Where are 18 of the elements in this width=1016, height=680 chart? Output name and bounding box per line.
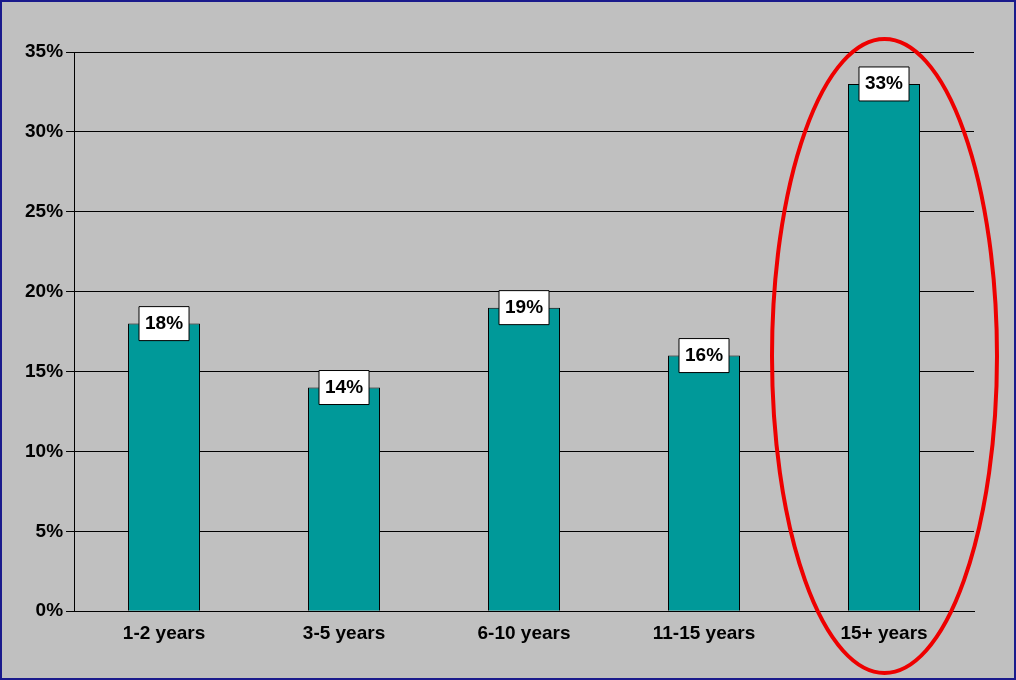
y-tick-label: 20% <box>25 279 64 301</box>
x-tick-label: 3-5 years <box>302 621 386 643</box>
y-tick-label: 0% <box>35 599 64 621</box>
y-tick-label: 15% <box>25 359 64 381</box>
data-label: 18% <box>145 311 184 333</box>
data-label: 16% <box>684 343 724 365</box>
y-tick-label: 30% <box>25 120 64 142</box>
y-tick-label: 10% <box>25 439 64 461</box>
y-tick-label: 35% <box>25 40 64 62</box>
data-label: 19% <box>505 295 544 317</box>
data-label: 14% <box>325 375 364 397</box>
x-tick-label: 11-15 years <box>652 621 756 643</box>
data-label: 33% <box>864 72 904 94</box>
x-tick-label: 15+ years <box>840 621 928 643</box>
y-tick-label: 5% <box>35 519 64 541</box>
y-tick-label: 25% <box>25 200 64 222</box>
x-tick-label: 1-2 years <box>122 621 206 643</box>
x-tick-label: 6-10 years <box>477 621 571 643</box>
